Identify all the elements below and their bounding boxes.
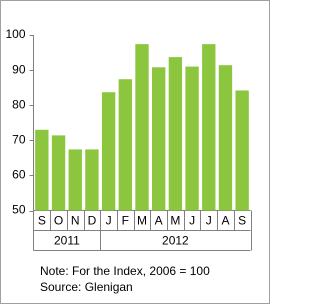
y-tick-label: 100 <box>5 27 25 41</box>
group-label: 2012 <box>162 234 189 248</box>
x-tick-label: N <box>71 214 80 228</box>
bar <box>135 44 149 211</box>
bar <box>118 79 132 211</box>
bar <box>202 44 216 211</box>
bar <box>235 90 249 211</box>
x-tick-label: A <box>221 214 229 228</box>
x-tick-label: J <box>206 214 212 228</box>
x-tick-label: A <box>155 214 163 228</box>
bar <box>51 135 66 211</box>
y-tick-label: 70 <box>12 132 26 146</box>
note: Note: For the Index, 2006 = 100 <box>40 264 210 278</box>
x-tick-label: J <box>189 214 195 228</box>
y-tick-label: 80 <box>12 97 26 111</box>
bar <box>35 129 49 211</box>
x-tick-label: M <box>170 214 180 228</box>
x-tick-label: S <box>38 214 46 228</box>
x-tick-label: O <box>54 214 63 228</box>
x-tick-label: D <box>88 214 97 228</box>
y-tick-label: 50 <box>12 203 26 217</box>
x-tick-label: S <box>238 214 246 228</box>
bar <box>185 66 199 211</box>
bar <box>68 149 82 211</box>
x-tick-label: M <box>137 214 147 228</box>
bar <box>101 92 116 211</box>
y-tick-label: 90 <box>12 62 26 76</box>
bar <box>152 67 166 211</box>
group-label: 2011 <box>54 234 80 248</box>
bar <box>168 57 183 211</box>
x-tick-label: F <box>122 214 129 228</box>
note: Source: Glenigan <box>40 280 133 294</box>
bar <box>85 149 99 211</box>
y-tick-label: 60 <box>12 168 26 182</box>
x-tick-label: J <box>106 214 112 228</box>
bar <box>218 65 233 211</box>
